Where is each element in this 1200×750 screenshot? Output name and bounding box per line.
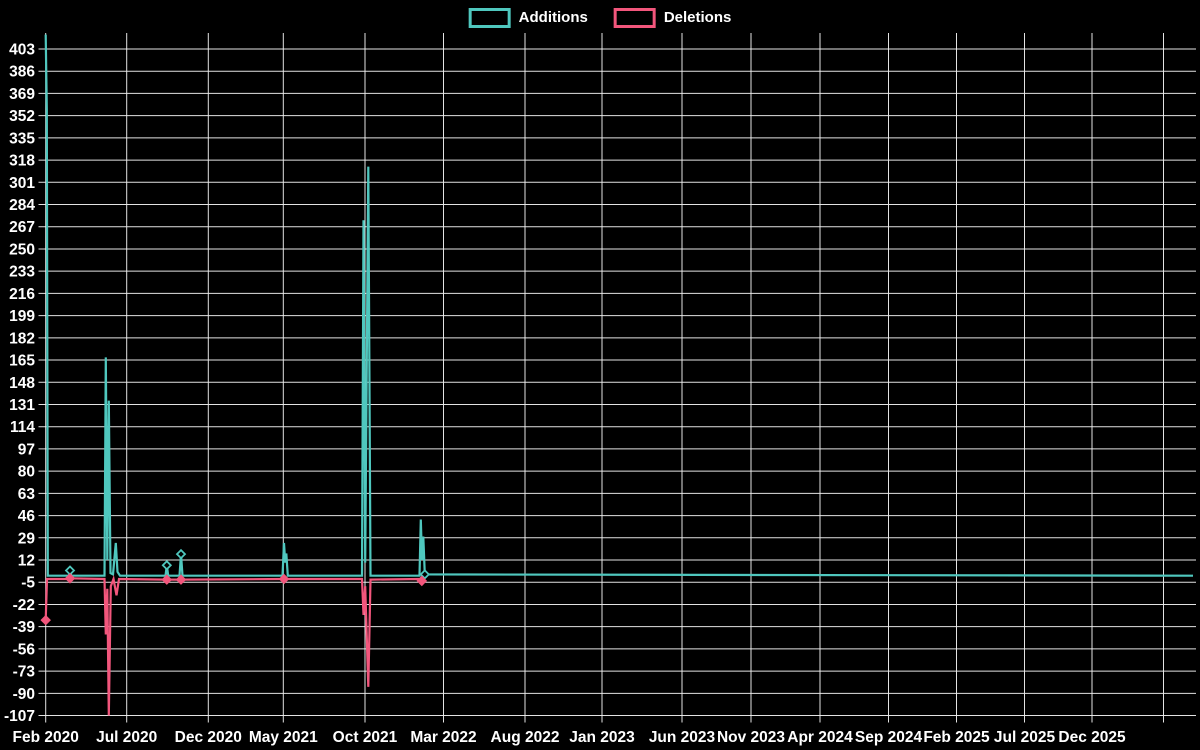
x-tick-label: Apr 2024 xyxy=(787,729,853,746)
deletions-point-marker xyxy=(161,574,173,585)
y-tick-label: 182 xyxy=(9,330,35,347)
deletions-point-marker xyxy=(278,573,290,585)
deletions-point-marker xyxy=(175,574,187,585)
deletions-line xyxy=(44,574,426,716)
y-tick-label: 29 xyxy=(18,530,36,547)
deletions-point-marker xyxy=(64,573,76,584)
x-tick-label: Jul 2020 xyxy=(96,729,157,746)
y-tick-label: 80 xyxy=(18,464,35,481)
legend-item-additions[interactable]: Additions xyxy=(468,8,588,28)
y-tick-label: 301 xyxy=(9,175,35,192)
y-tick-label: 403 xyxy=(9,41,35,58)
deletions-point-marker xyxy=(40,614,51,626)
y-tick-label: 199 xyxy=(9,308,35,325)
x-tick-label: Sep 2024 xyxy=(855,729,923,746)
y-tick-label: 284 xyxy=(9,197,35,214)
x-tick-label: Jun 2023 xyxy=(649,729,716,746)
y-tick-label: 12 xyxy=(18,553,35,570)
deletions-point-marker xyxy=(416,575,428,587)
legend-label-additions: Additions xyxy=(518,9,588,26)
y-tick-label: 335 xyxy=(9,130,35,147)
y-tick-label: 114 xyxy=(10,419,35,436)
y-tick-label: -22 xyxy=(13,597,35,614)
x-tick-label: Aug 2022 xyxy=(491,729,560,746)
y-tick-label: -56 xyxy=(13,641,36,658)
y-tick-label: 46 xyxy=(18,508,36,525)
additions-swatch-icon xyxy=(468,8,511,28)
x-tick-label: Jul 2025 xyxy=(994,729,1056,746)
y-tick-label: 148 xyxy=(9,375,35,392)
y-tick-label: -90 xyxy=(13,686,35,703)
y-tick-label: 386 xyxy=(9,64,35,81)
y-tick-label: 318 xyxy=(9,153,35,170)
x-tick-label: Feb 2020 xyxy=(13,729,79,746)
y-tick-label: -107 xyxy=(4,708,35,725)
additions-point-marker xyxy=(161,559,173,571)
y-tick-label: 369 xyxy=(9,86,35,103)
y-tick-label: 250 xyxy=(9,241,35,258)
x-tick-label: Dec 2020 xyxy=(175,729,242,746)
y-tick-label: 233 xyxy=(9,264,35,281)
x-tick-label: Feb 2025 xyxy=(923,729,990,746)
x-tick-label: Dec 2025 xyxy=(1058,729,1126,746)
x-tick-label: Jan 2023 xyxy=(569,729,635,746)
legend-item-deletions[interactable]: Deletions xyxy=(613,8,732,28)
y-tick-label: -73 xyxy=(13,664,36,681)
y-tick-label: -39 xyxy=(13,619,36,636)
deletions-swatch-icon xyxy=(613,8,656,28)
additions-point-marker xyxy=(175,548,187,560)
chart-legend: Additions Deletions xyxy=(468,8,732,28)
y-tick-label: 352 xyxy=(9,108,35,125)
x-tick-label: Nov 2023 xyxy=(717,729,785,746)
x-tick-label: Oct 2021 xyxy=(333,729,398,746)
x-tick-label: May 2021 xyxy=(249,729,318,746)
y-tick-label: 267 xyxy=(9,219,35,236)
additions-point-marker xyxy=(419,569,431,580)
y-tick-label: 165 xyxy=(9,353,35,370)
y-tick-label: 97 xyxy=(18,441,35,458)
x-tick-label: Mar 2022 xyxy=(410,729,476,746)
additions-line xyxy=(44,34,1194,577)
y-tick-label: -5 xyxy=(21,575,35,592)
legend-label-deletions: Deletions xyxy=(663,9,732,26)
y-tick-label: 63 xyxy=(18,486,36,503)
y-tick-label: 216 xyxy=(9,286,35,303)
y-tick-label: 131 xyxy=(9,397,35,414)
